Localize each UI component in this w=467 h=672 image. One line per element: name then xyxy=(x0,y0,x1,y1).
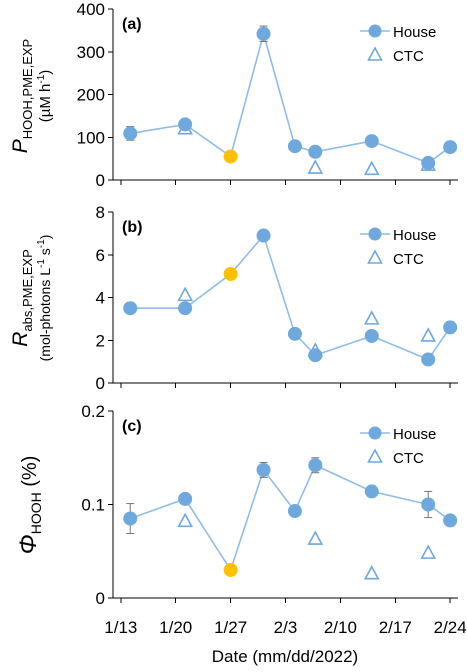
house-series-line xyxy=(129,464,451,572)
house-point xyxy=(178,117,193,132)
house-point xyxy=(123,511,138,526)
ctc-point xyxy=(177,286,193,302)
x-tick-label: 1/13 xyxy=(104,618,137,637)
panel-label: (b) xyxy=(122,219,142,236)
y-label-unit-sup: -1 xyxy=(36,259,47,268)
house-point xyxy=(287,504,302,519)
y-label-symbol: R xyxy=(9,332,32,347)
y-tick-label: 0 xyxy=(96,374,105,393)
y-tick-label: 8 xyxy=(96,203,105,222)
panel-b: 0 2 4 6 8 (b) House CTC xyxy=(96,203,458,393)
ctc-point xyxy=(363,160,380,176)
house-point xyxy=(421,155,436,170)
panel-c: 0 0.1 0.2 1/13 1/20 1/27 2/3 2/10 2/17 2/24 (c) Hou… xyxy=(81,402,466,637)
x-axis-label: Date (mm/dd/2022) xyxy=(212,647,358,666)
house-point xyxy=(178,301,193,316)
legend-ctc-marker xyxy=(367,448,383,463)
y-label-symbol: P xyxy=(9,139,32,153)
y-tick-label: 2 xyxy=(96,331,105,350)
house-point xyxy=(123,126,138,141)
y-label-unit-close: ) xyxy=(37,235,53,240)
legend-house-marker xyxy=(368,227,382,241)
y-label-symbol: Φ xyxy=(15,534,42,554)
house-point xyxy=(443,320,458,335)
house-point xyxy=(256,228,271,243)
ctc-point xyxy=(307,159,324,174)
ctc-point xyxy=(420,544,437,559)
legend-ctc-marker xyxy=(367,249,383,264)
y-label-subscript: HOOH,PME,EXP xyxy=(20,39,35,139)
house-point xyxy=(178,491,193,506)
highlight-point xyxy=(223,149,238,164)
legend-house-label: House xyxy=(393,227,436,244)
x-tick-label: 2/10 xyxy=(324,618,357,637)
ctc-point xyxy=(420,327,437,342)
y-label-unit: (mol-photons L xyxy=(37,268,53,362)
y-tick-label: 0 xyxy=(96,589,105,608)
house-point xyxy=(256,26,271,41)
house-point xyxy=(308,144,323,159)
y-tick-label: 300 xyxy=(77,43,105,62)
y-tick-label: 0.2 xyxy=(81,402,105,421)
x-tick-label: 2/17 xyxy=(379,618,412,637)
y-axis-label-a-unit: (µM h-1) xyxy=(36,70,54,123)
panel-label: (a) xyxy=(122,16,142,33)
legend-ctc-label: CTC xyxy=(393,450,424,467)
x-tick-label: 1/27 xyxy=(214,618,247,637)
legend-house-marker xyxy=(368,426,382,440)
house-point xyxy=(308,348,323,363)
x-tick-label: 2/24 xyxy=(434,618,467,637)
legend-house-label: House xyxy=(393,24,436,41)
y-tick-label: 400 xyxy=(77,0,105,19)
y-axis-label-a: PHOOH,PME,EXP xyxy=(9,39,35,153)
y-tick-label: 100 xyxy=(77,128,105,147)
x-tick-label: 2/3 xyxy=(274,618,298,637)
y-axis-label-b-unit: (mol-photons L-1 s-1) xyxy=(36,235,53,362)
y-tick-label: 4 xyxy=(96,289,105,308)
highlight-point xyxy=(223,562,238,577)
y-label-unit: (%) xyxy=(19,456,41,493)
panel-label: (c) xyxy=(122,418,142,435)
y-axis-label-c: ΦHOOH (%) xyxy=(15,456,44,555)
panel-a: 0 100 200 300 400 (a) House CTC xyxy=(77,0,458,190)
y-axis-label-b: Rabs,PME,EXP xyxy=(9,249,35,347)
y-tick-label: 200 xyxy=(77,86,105,105)
legend-ctc-label: CTC xyxy=(393,251,424,268)
house-point xyxy=(256,462,271,477)
house-point xyxy=(287,326,302,341)
house-point xyxy=(443,140,458,155)
ctc-point xyxy=(177,512,193,528)
house-point xyxy=(287,139,302,154)
legend-ctc-marker xyxy=(367,46,383,61)
house-point xyxy=(123,301,138,316)
house-point xyxy=(308,458,323,473)
house-point xyxy=(443,513,458,528)
y-label-unit-sup: -1 xyxy=(36,239,47,248)
ctc-point xyxy=(363,310,380,325)
highlight-point xyxy=(223,266,238,281)
house-point xyxy=(364,328,379,343)
ctc-point xyxy=(307,530,324,545)
house-point xyxy=(421,352,436,367)
house-point xyxy=(421,497,436,512)
y-tick-label: 0 xyxy=(96,171,105,190)
ctc-point xyxy=(363,565,380,580)
y-label-subscript: abs,PME,EXP xyxy=(20,249,35,331)
y-label-unit-close: ) xyxy=(37,70,54,75)
legend-house-label: House xyxy=(393,426,436,443)
y-label-unit-mid: s xyxy=(37,248,53,259)
y-tick-label: 6 xyxy=(96,246,105,265)
legend-ctc-label: CTC xyxy=(393,48,424,65)
y-label-subscript: HOOH xyxy=(28,492,44,534)
legend-house-marker xyxy=(368,24,382,38)
house-point xyxy=(364,484,379,499)
x-tick-label: 1/20 xyxy=(159,618,192,637)
y-label-unit-sup: -1 xyxy=(36,74,47,83)
y-tick-label: 0.1 xyxy=(81,496,105,515)
house-point xyxy=(364,134,379,149)
y-label-unit: (µM h xyxy=(37,84,54,123)
